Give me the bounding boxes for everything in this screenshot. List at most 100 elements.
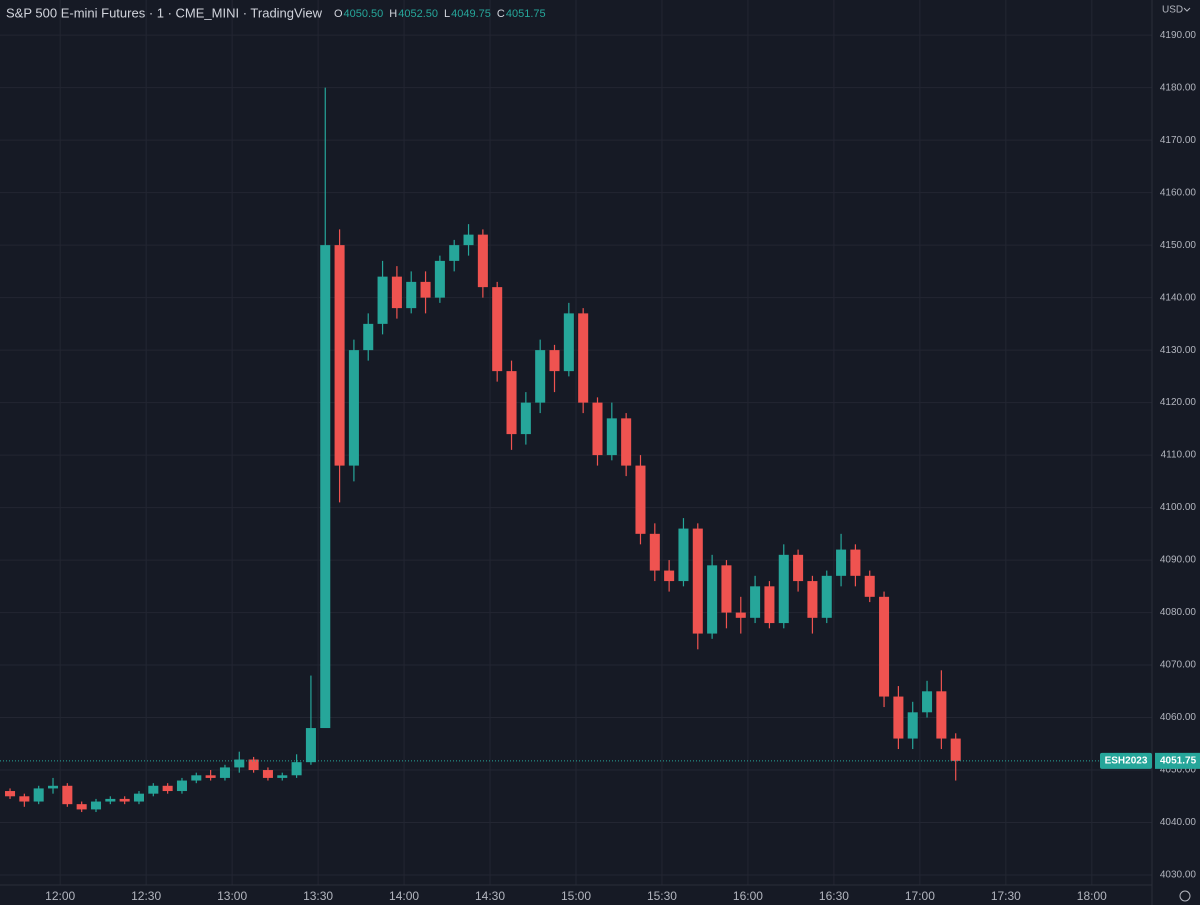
y-tick-label: 4170.00 (1160, 135, 1197, 146)
x-tick-label: 13:30 (303, 889, 333, 903)
ohlc-key: C (497, 8, 505, 20)
candle-body (205, 775, 216, 778)
y-tick-label: 4080.00 (1160, 607, 1197, 618)
ohlc-key: O (334, 8, 343, 20)
x-tick-label: 14:00 (389, 889, 419, 903)
candle-body (449, 245, 460, 261)
x-tick-label: 15:00 (561, 889, 591, 903)
price-badge-label: 4051.75 (1160, 755, 1197, 766)
candle-body (936, 691, 947, 739)
plot (0, 87, 1152, 813)
candle-body (291, 762, 302, 776)
currency[interactable]: USD (1162, 5, 1183, 16)
y-tick-label: 4140.00 (1160, 292, 1197, 303)
y-tick-label: 4070.00 (1160, 660, 1197, 671)
candle-body (850, 549, 861, 576)
candle-body (262, 770, 273, 778)
symbol-badge (1100, 752, 1152, 769)
y-tick-label: 4090.00 (1160, 555, 1197, 566)
candle-body (692, 528, 703, 634)
ohlc-key: H (389, 8, 397, 20)
candle-body (664, 570, 675, 582)
candle-body (879, 596, 890, 697)
x-tick-label: 15:30 (647, 889, 677, 903)
x-tick-label: 13:00 (217, 889, 247, 903)
y-tick-label: 4040.00 (1160, 817, 1197, 828)
y-tick-label: 4050.00 (1160, 765, 1197, 776)
candle-body (764, 586, 775, 624)
symbol-badge-label: ESH2023 (1105, 755, 1148, 766)
x-tick-label: 16:30 (819, 889, 849, 903)
y-tick-label: 4100.00 (1160, 502, 1197, 513)
candle-body (348, 350, 359, 466)
ohlc-value: 4050.50 (344, 8, 384, 20)
candle-body (520, 402, 531, 435)
candle-body (649, 533, 660, 571)
ohlc-key: L (444, 8, 450, 20)
candle-body (793, 554, 804, 582)
candle-body (563, 313, 574, 372)
candle-body (578, 313, 589, 403)
candle-body (363, 323, 374, 351)
ohlc-value: 4052.50 (398, 8, 438, 20)
y-tick-label: 4190.00 (1160, 30, 1197, 41)
candle-body (162, 785, 173, 792)
candle-body (477, 234, 488, 288)
candle-body (707, 565, 718, 634)
candle-body (836, 549, 847, 576)
grid (0, 0, 1152, 885)
candle-body (105, 798, 116, 802)
candle-body (277, 775, 288, 778)
candle-body (48, 785, 59, 789)
y-tick-label: 4120.00 (1160, 397, 1197, 408)
candle-body (391, 276, 402, 309)
candle-body (305, 728, 316, 763)
candle-body (735, 612, 746, 618)
candle-body (778, 554, 789, 624)
x-tick-label: 14:30 (475, 889, 505, 903)
candle-body (434, 260, 445, 298)
candle-body (506, 371, 517, 435)
candle-body (76, 804, 87, 810)
x-tick-label: 16:00 (733, 889, 763, 903)
gear-icon[interactable] (1179, 890, 1191, 902)
settings-button[interactable] (1179, 890, 1191, 902)
candle-body (635, 465, 646, 534)
y-tick-label: 4030.00 (1160, 870, 1197, 881)
chevron[interactable] (1183, 7, 1191, 12)
candle-body (90, 801, 102, 810)
candle-body (320, 245, 331, 729)
candle-body (678, 528, 689, 582)
candle-body (750, 586, 761, 618)
candle-body (621, 418, 632, 466)
currency-button[interactable]: USD (1162, 5, 1191, 16)
symbol-title: S&P 500 E-mini Futures · 1 · CME_MINI · … (6, 5, 323, 20)
candle-body (219, 767, 230, 778)
price-badge (1155, 752, 1200, 769)
candle-body (492, 287, 503, 372)
axes: 4030.00 4040.00 4050.00 4060.00 4070.00 4080.… (45, 30, 1200, 903)
candle-body (592, 402, 603, 456)
candle-body (893, 696, 904, 739)
candle-body (821, 575, 832, 618)
x-tick-label: 12:30 (131, 889, 161, 903)
candle-body (33, 788, 44, 802)
candle-body (248, 759, 259, 771)
y-tick-label: 4130.00 (1160, 345, 1197, 356)
y-tick-label: 4110.00 (1161, 450, 1197, 461)
candle-body (864, 575, 875, 597)
header: S&P 500 E-mini Futures · 1 · CME_MINI · … (6, 5, 546, 20)
candle-body (922, 691, 933, 713)
x-tick-label: 17:30 (991, 889, 1021, 903)
x-tick-label: 17:00 (905, 889, 935, 903)
candle-body (133, 793, 144, 802)
candle-body (606, 418, 617, 456)
ohlc-value: 4049.75 (451, 8, 491, 20)
y-tick-label: 4160.00 (1160, 187, 1197, 198)
ohlc-value: 4051.75 (506, 8, 546, 20)
candle-body (119, 798, 130, 802)
candle-body (406, 281, 417, 309)
candle-body (807, 581, 818, 618)
